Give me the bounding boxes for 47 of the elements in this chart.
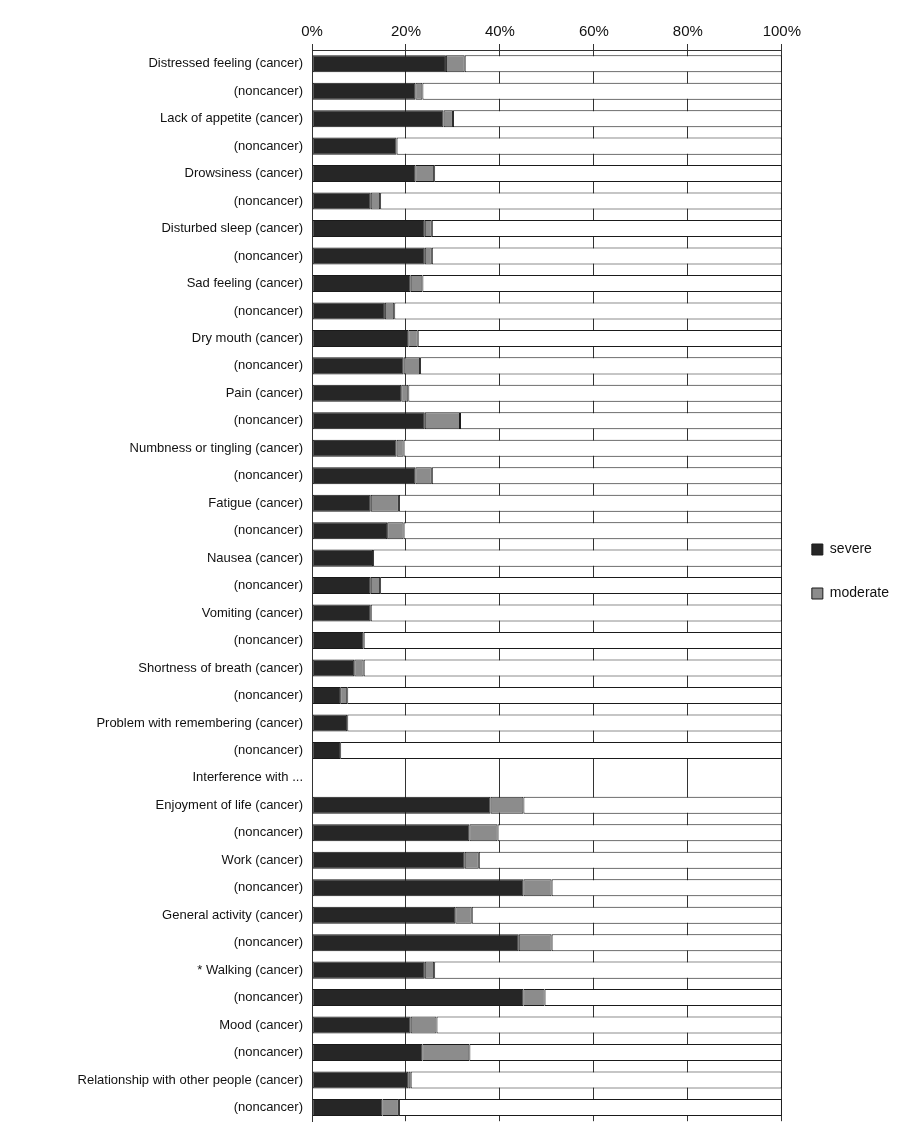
y-tick-label: (noncancer) — [233, 879, 303, 895]
y-tick-label: Relationship with other people (cancer) — [77, 1071, 303, 1087]
y-tick-label: Numbness or tingling (cancer) — [129, 439, 303, 455]
x-tick-label: 0% — [301, 22, 323, 40]
x-tick-label: 100% — [762, 22, 802, 40]
y-tick-label: (noncancer) — [233, 467, 303, 483]
x-tick-label: 20% — [390, 22, 421, 40]
y-tick-label: Vomiting (cancer) — [201, 604, 303, 620]
y-tick-label: (noncancer) — [233, 302, 303, 318]
x-tick-label: 80% — [672, 22, 703, 40]
y-tick-label: Mood (cancer) — [219, 1016, 303, 1032]
y-tick-label: (noncancer) — [233, 357, 303, 373]
y-tick-label: Sad feeling (cancer) — [186, 275, 303, 291]
y-tick-label: Enjoyment of life (cancer) — [155, 796, 303, 812]
y-tick-label: Drowsiness (cancer) — [184, 165, 303, 181]
y-tick-label: (noncancer) — [233, 577, 303, 593]
x-tick-label: 40% — [484, 22, 515, 40]
y-tick-label: (noncancer) — [233, 934, 303, 950]
y-tick-label: Interference with ... — [192, 769, 303, 785]
y-tick-label: (noncancer) — [233, 632, 303, 648]
y-tick-label: (noncancer) — [233, 989, 303, 1005]
y-tick-label: Pain (cancer) — [225, 384, 303, 400]
y-tick-label: Distressed feeling (cancer) — [148, 55, 303, 71]
y-tick-label: Shortness of breath (cancer) — [138, 659, 303, 675]
y-tick-label: Fatigue (cancer) — [208, 494, 303, 510]
y-tick-label: (noncancer) — [233, 1044, 303, 1060]
y-tick-label: Problem with remembering (cancer) — [96, 714, 303, 730]
y-tick-label: (noncancer) — [233, 192, 303, 208]
y-tick-label: Lack of appetite (cancer) — [159, 110, 303, 126]
y-tick-label: (noncancer) — [233, 82, 303, 98]
x-tick-label: 60% — [578, 22, 609, 40]
y-tick-label: (noncancer) — [233, 137, 303, 153]
y-tick-label: (noncancer) — [233, 687, 303, 703]
y-tick-label: (noncancer) — [233, 247, 303, 263]
legend-label: severe — [829, 540, 873, 557]
y-tick-label: (noncancer) — [233, 522, 303, 538]
y-tick-label: Work (cancer) — [221, 851, 303, 867]
y-tick-label: General activity (cancer) — [162, 906, 303, 922]
y-tick-label: (noncancer) — [233, 412, 303, 428]
legend-label: moderate — [829, 584, 890, 601]
y-tick-label: (noncancer) — [233, 1099, 303, 1115]
y-tick-label: (noncancer) — [233, 824, 303, 840]
y-tick-label: (noncancer) — [233, 741, 303, 757]
y-tick-label: * Walking (cancer) — [197, 961, 303, 977]
y-tick-label: Disturbed sleep (cancer) — [161, 220, 303, 236]
y-tick-label: Dry mouth (cancer) — [191, 329, 303, 345]
y-tick-label: Nausea (cancer) — [206, 549, 303, 565]
